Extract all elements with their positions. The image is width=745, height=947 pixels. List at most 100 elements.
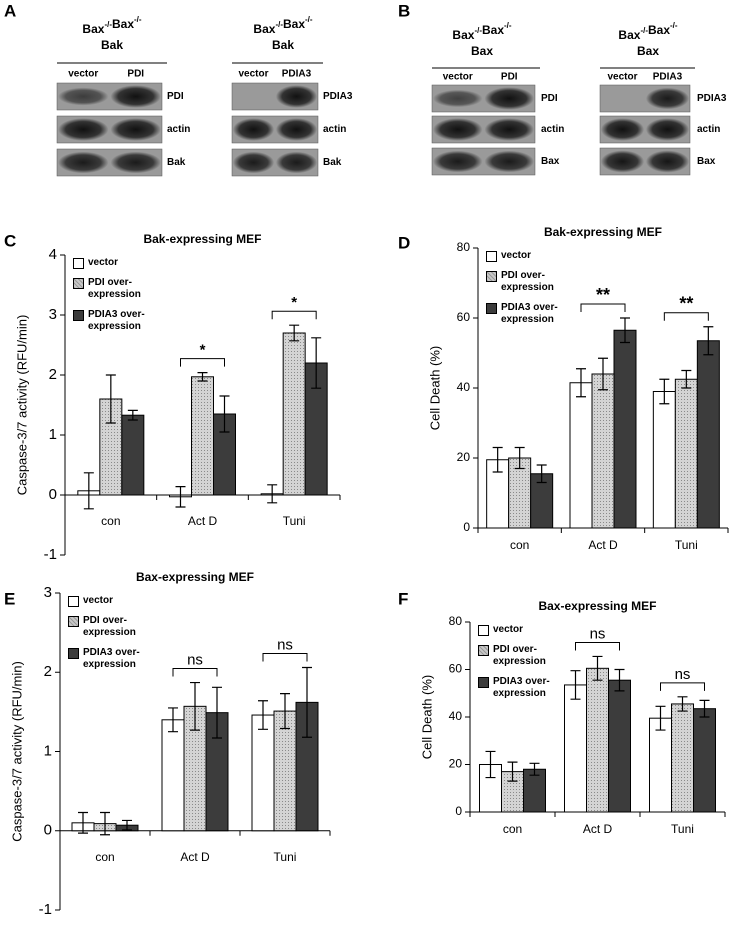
error-bar	[175, 486, 186, 508]
error-bar	[302, 666, 312, 738]
error-bar	[280, 693, 290, 730]
significance-label: **	[679, 294, 693, 314]
blot-protein: Bax	[471, 44, 493, 58]
band-label: PDIA3	[697, 93, 727, 104]
gene: Bax	[482, 23, 504, 37]
chart-title: Bak-expressing MEF	[143, 232, 261, 246]
legend-label: PDI over-expression	[493, 644, 546, 667]
blot-band	[484, 87, 534, 110]
panel-letter: F	[398, 589, 408, 608]
x-tick-label: Act D	[588, 538, 618, 552]
legend-item: PDIA3 over-expression	[68, 647, 164, 671]
bar	[649, 717, 672, 813]
x-tick-label: Tuni	[671, 822, 694, 836]
legend-item: vector	[486, 250, 582, 262]
y-axis-label: Caspase-3/7 activity (RFU/min)	[9, 661, 24, 842]
error-bar	[311, 337, 322, 389]
band-label: Bax	[697, 156, 716, 167]
blot-band	[600, 118, 645, 141]
legend-swatch	[478, 645, 489, 656]
error-bar	[592, 655, 603, 681]
legend-swatch	[73, 310, 84, 321]
legend-item: PDI over-expression	[73, 277, 169, 301]
y-tick-label: 2	[44, 663, 52, 680]
error-bar	[258, 700, 268, 730]
error-bar	[655, 705, 666, 731]
y-tick-label: 40	[449, 709, 463, 723]
y-tick-label: 60	[449, 662, 463, 676]
y-tick-label: 20	[449, 757, 463, 771]
blot-genotype: Bax-/-Bax-/-	[618, 21, 677, 42]
blot-band	[433, 118, 483, 141]
y-tick-label: 60	[457, 310, 471, 324]
significance-label: ns	[277, 636, 293, 653]
blot-band	[58, 151, 109, 174]
gene: Bax	[82, 22, 104, 36]
panel-letter: D	[398, 233, 410, 252]
error-bar	[78, 811, 88, 834]
legend-swatch	[478, 625, 489, 636]
superscript: -/-	[670, 21, 678, 30]
lane-label: vector	[443, 72, 473, 83]
legend-label: PDI over-expression	[83, 615, 136, 638]
error-bar	[267, 484, 278, 504]
blot-protein: Bak	[272, 38, 294, 52]
y-tick-label: 2	[49, 366, 57, 383]
error-bar	[598, 357, 608, 391]
band-label: Bak	[323, 157, 342, 168]
x-tick-label: Act D	[583, 822, 613, 836]
legend-label: PDIA3 over-expression	[501, 302, 558, 325]
bar	[569, 382, 593, 529]
blot-band	[645, 118, 690, 141]
lane-label: PDIA3	[653, 72, 683, 83]
error-bar	[681, 369, 692, 389]
blot-band	[645, 87, 690, 110]
band-label: PDI	[167, 91, 184, 102]
x-tick-label: Act D	[180, 850, 210, 864]
blot-band	[110, 151, 161, 174]
blot-band	[110, 85, 161, 108]
significance-bracket	[180, 358, 225, 367]
legend: vector PDI over-expression PDIA3 over-expr…	[478, 624, 574, 708]
legend: vector PDI over-expression PDIA3 over-expr…	[73, 257, 169, 341]
blot-band	[484, 118, 534, 141]
bar	[161, 719, 185, 832]
superscript: -/-	[474, 26, 482, 35]
legend-swatch	[73, 258, 84, 269]
error-bar	[620, 317, 630, 344]
legend-item: PDI over-expression	[68, 615, 164, 639]
legend-label: vector	[493, 624, 524, 635]
band-label: Bax	[541, 156, 560, 167]
band-label: PDI	[541, 93, 558, 104]
blot-band	[433, 89, 483, 108]
gene: Bax	[618, 28, 640, 42]
legend-swatch	[486, 303, 497, 314]
error-bar	[105, 374, 116, 424]
blot-genotype: Bax-/-Bax-/-	[253, 15, 312, 36]
x-tick-label: con	[510, 538, 529, 552]
legend-label: PDIA3 over-expression	[493, 676, 550, 699]
legend-label: vector	[88, 257, 119, 268]
y-tick-label: 0	[455, 804, 462, 818]
bar	[591, 373, 615, 529]
x-tick-label: Tuni	[283, 514, 306, 528]
error-bar	[703, 326, 714, 356]
error-bar	[570, 670, 581, 700]
bar	[696, 340, 720, 529]
lane-label: vector	[68, 69, 98, 80]
legend-label: PDIA3 over-expression	[83, 647, 140, 670]
y-tick-label: 3	[49, 306, 57, 323]
blot-band	[433, 150, 483, 173]
error-bar	[197, 372, 208, 382]
error-bar	[289, 324, 300, 342]
significance-bracket	[663, 312, 709, 321]
significance-bracket	[271, 310, 317, 320]
x-tick-label: con	[503, 822, 522, 836]
legend-swatch	[68, 616, 79, 627]
y-tick-label: 0	[463, 520, 470, 534]
chart-title: Bak-expressing MEF	[544, 225, 662, 239]
legend-label: PDIA3 over-expression	[88, 309, 145, 332]
error-bar	[514, 446, 525, 470]
y-axis-label: Caspase-3/7 activity (RFU/min)	[14, 315, 29, 496]
